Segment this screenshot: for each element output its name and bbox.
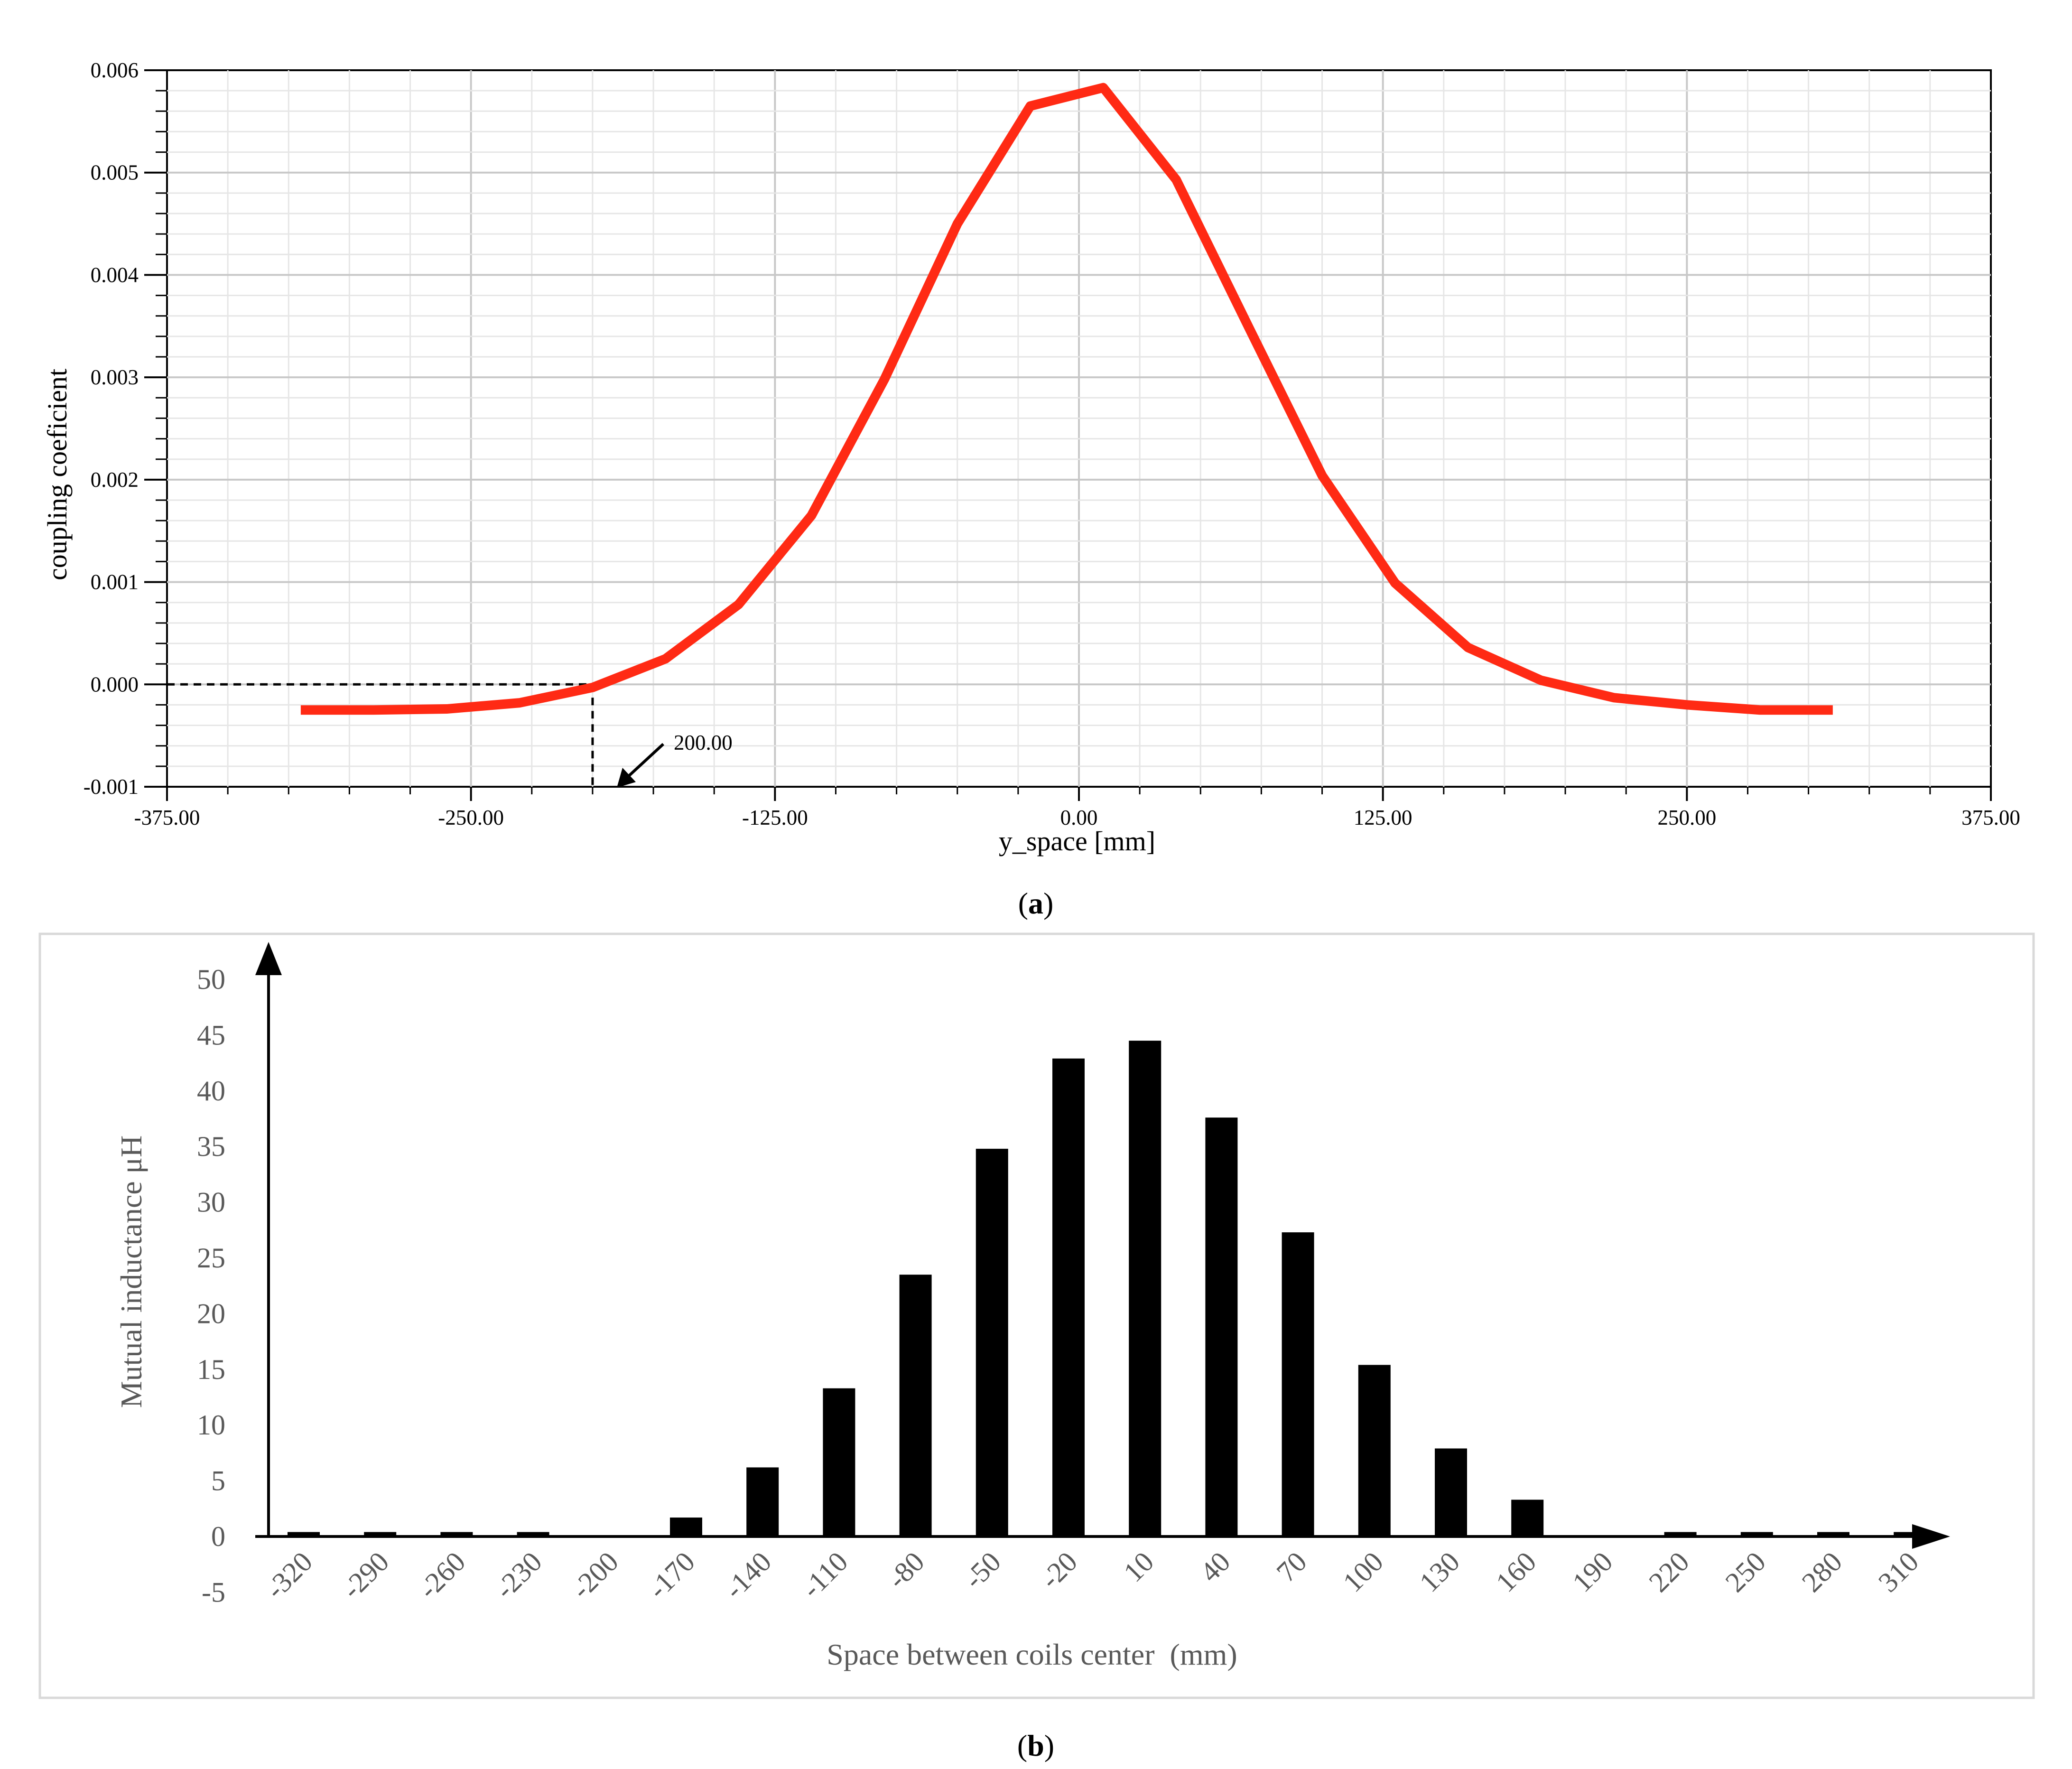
- y-tick-label: 10: [197, 1409, 225, 1441]
- bar: [1435, 1448, 1467, 1536]
- bar: [1052, 1058, 1085, 1536]
- bar: [746, 1467, 779, 1536]
- chart-a-y-axis-label: coupling coeficient: [42, 369, 73, 580]
- y-tick-label: 0.006: [91, 58, 139, 82]
- caption-a: (a): [1018, 886, 1054, 920]
- y-tick-label: 0: [211, 1521, 225, 1552]
- chart-a-y-ticks: 0.006 0.005 0.004 0.003 0.002 0.001 0.000 -0.00…: [84, 58, 167, 799]
- bar: [1894, 1532, 1926, 1536]
- bar: [1740, 1532, 1773, 1536]
- x-tick-label: 0.00: [1060, 806, 1098, 829]
- chart-b-bars: [288, 1041, 1926, 1536]
- chart-b-y-axis-arrow: [255, 942, 282, 975]
- bar: [1282, 1232, 1314, 1536]
- bar: [1664, 1532, 1697, 1536]
- chart-a-coupling: 0.006 0.005 0.004 0.003 0.002 0.001 0.000 -0.00…: [42, 58, 2020, 857]
- bar: [1129, 1041, 1161, 1536]
- y-tick-label: 0.002: [91, 468, 139, 492]
- chart-a-grid: [167, 70, 1991, 787]
- bar: [823, 1388, 855, 1536]
- x-tick-label: -375.00: [134, 806, 200, 829]
- x-tick-label: 125.00: [1354, 806, 1412, 829]
- y-tick-label: 25: [197, 1242, 225, 1274]
- bar: [899, 1275, 932, 1536]
- x-tick-label: 250.00: [1657, 806, 1716, 829]
- chart-b-x-axis-label: Space between coils center (mm): [827, 1638, 1237, 1671]
- chart-b-frame: [38, 932, 2035, 1699]
- bar: [288, 1532, 320, 1536]
- caption-b: (b): [1017, 1729, 1054, 1762]
- bar: [976, 1148, 1008, 1536]
- chart-b-y-axis-label: Mutual inductance μH: [114, 1136, 148, 1408]
- y-tick-label: 0.000: [91, 672, 139, 696]
- y-tick-label: 0.004: [91, 263, 139, 287]
- chart-a-dashed-guides: [167, 683, 594, 787]
- y-tick-label: 50: [197, 964, 225, 995]
- y-tick-label: 35: [197, 1131, 225, 1162]
- y-tick-label: 30: [197, 1187, 225, 1218]
- bar: [440, 1532, 473, 1536]
- bar: [517, 1532, 549, 1536]
- bar: [1511, 1499, 1544, 1536]
- chart-a-annotation: 200.00: [617, 731, 733, 788]
- y-tick-label: 0.001: [91, 570, 139, 594]
- y-tick-label: 45: [197, 1019, 225, 1051]
- y-tick-label: -0.001: [84, 775, 139, 799]
- y-tick-label: 15: [197, 1354, 225, 1385]
- y-tick-label: 20: [197, 1298, 225, 1329]
- chart-a-series-line: [300, 83, 1833, 715]
- x-tick-label: -250.00: [438, 806, 504, 829]
- annotation-arrow-shaft: [625, 743, 665, 780]
- bar: [1817, 1532, 1849, 1536]
- bar: [364, 1532, 397, 1536]
- bar: [1358, 1365, 1391, 1536]
- y-tick-label: 0.003: [91, 365, 139, 389]
- y-tick-label: 0.005: [91, 161, 139, 185]
- annotation-label: 200.00: [674, 731, 733, 754]
- annotation-arrow-head: [617, 768, 636, 788]
- chart-a-x-axis-label: y_space [mm]: [999, 826, 1155, 857]
- chart-a-x-ticks: -375.00 -250.00 -125.00 0.00 125.00 250.00 375…: [134, 787, 2020, 829]
- chart-b-x-axis-arrow: [1912, 1524, 1950, 1549]
- y-tick-label: 40: [197, 1075, 225, 1107]
- bar: [670, 1518, 702, 1536]
- x-tick-label: 375.00: [1961, 806, 2020, 829]
- y-tick-label: 5: [211, 1465, 225, 1497]
- bar: [1205, 1117, 1238, 1536]
- y-tick-label: -5: [202, 1576, 225, 1608]
- x-tick-label: -125.00: [742, 806, 808, 829]
